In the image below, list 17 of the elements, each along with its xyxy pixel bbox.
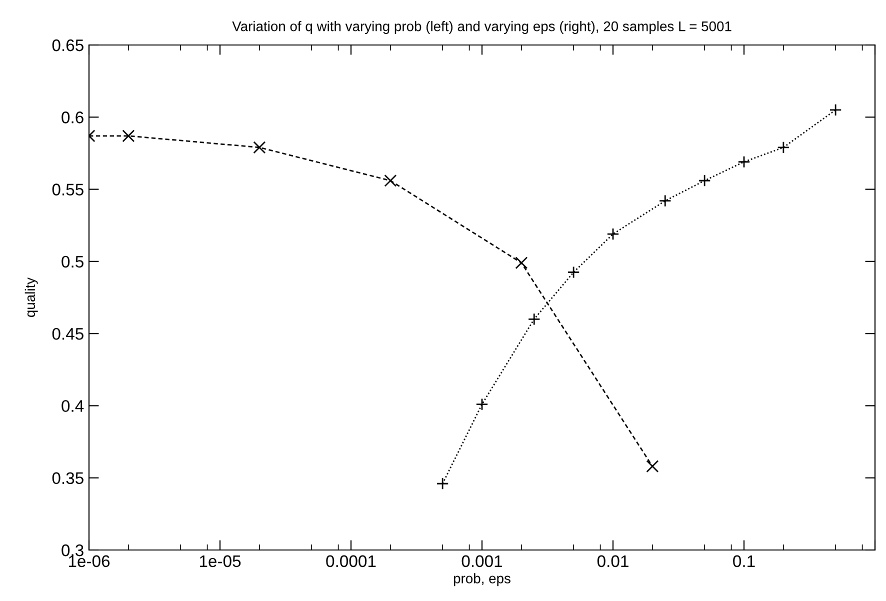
y-axis-title: quality bbox=[24, 277, 38, 317]
y-tick-label: 0.35 bbox=[52, 472, 84, 484]
y-tick-label: 0.5 bbox=[62, 256, 84, 268]
x-tick-label: 0.1 bbox=[733, 555, 755, 568]
x-tick-label: 1e-05 bbox=[200, 555, 241, 568]
x-tick-label: 0.001 bbox=[462, 555, 502, 568]
x-tick-label: 0.0001 bbox=[326, 555, 376, 568]
x-tick-label: 0.01 bbox=[597, 555, 628, 568]
y-tick-label: 0.4 bbox=[62, 400, 84, 412]
y-tick-label: 0.45 bbox=[52, 328, 84, 340]
y-tick-label: 0.55 bbox=[52, 184, 84, 196]
x-axis-title: prob, eps bbox=[454, 573, 510, 586]
y-tick-label: 0.65 bbox=[52, 39, 84, 52]
x-tick-label: 1e-06 bbox=[68, 555, 110, 568]
y-tick-label: 0.6 bbox=[62, 112, 84, 124]
chart-title: Variation of q with varying prob (left) and varying eps (right), 20 samples L = 5001 bbox=[232, 21, 732, 34]
y-tick-label: 0.3 bbox=[62, 544, 84, 556]
